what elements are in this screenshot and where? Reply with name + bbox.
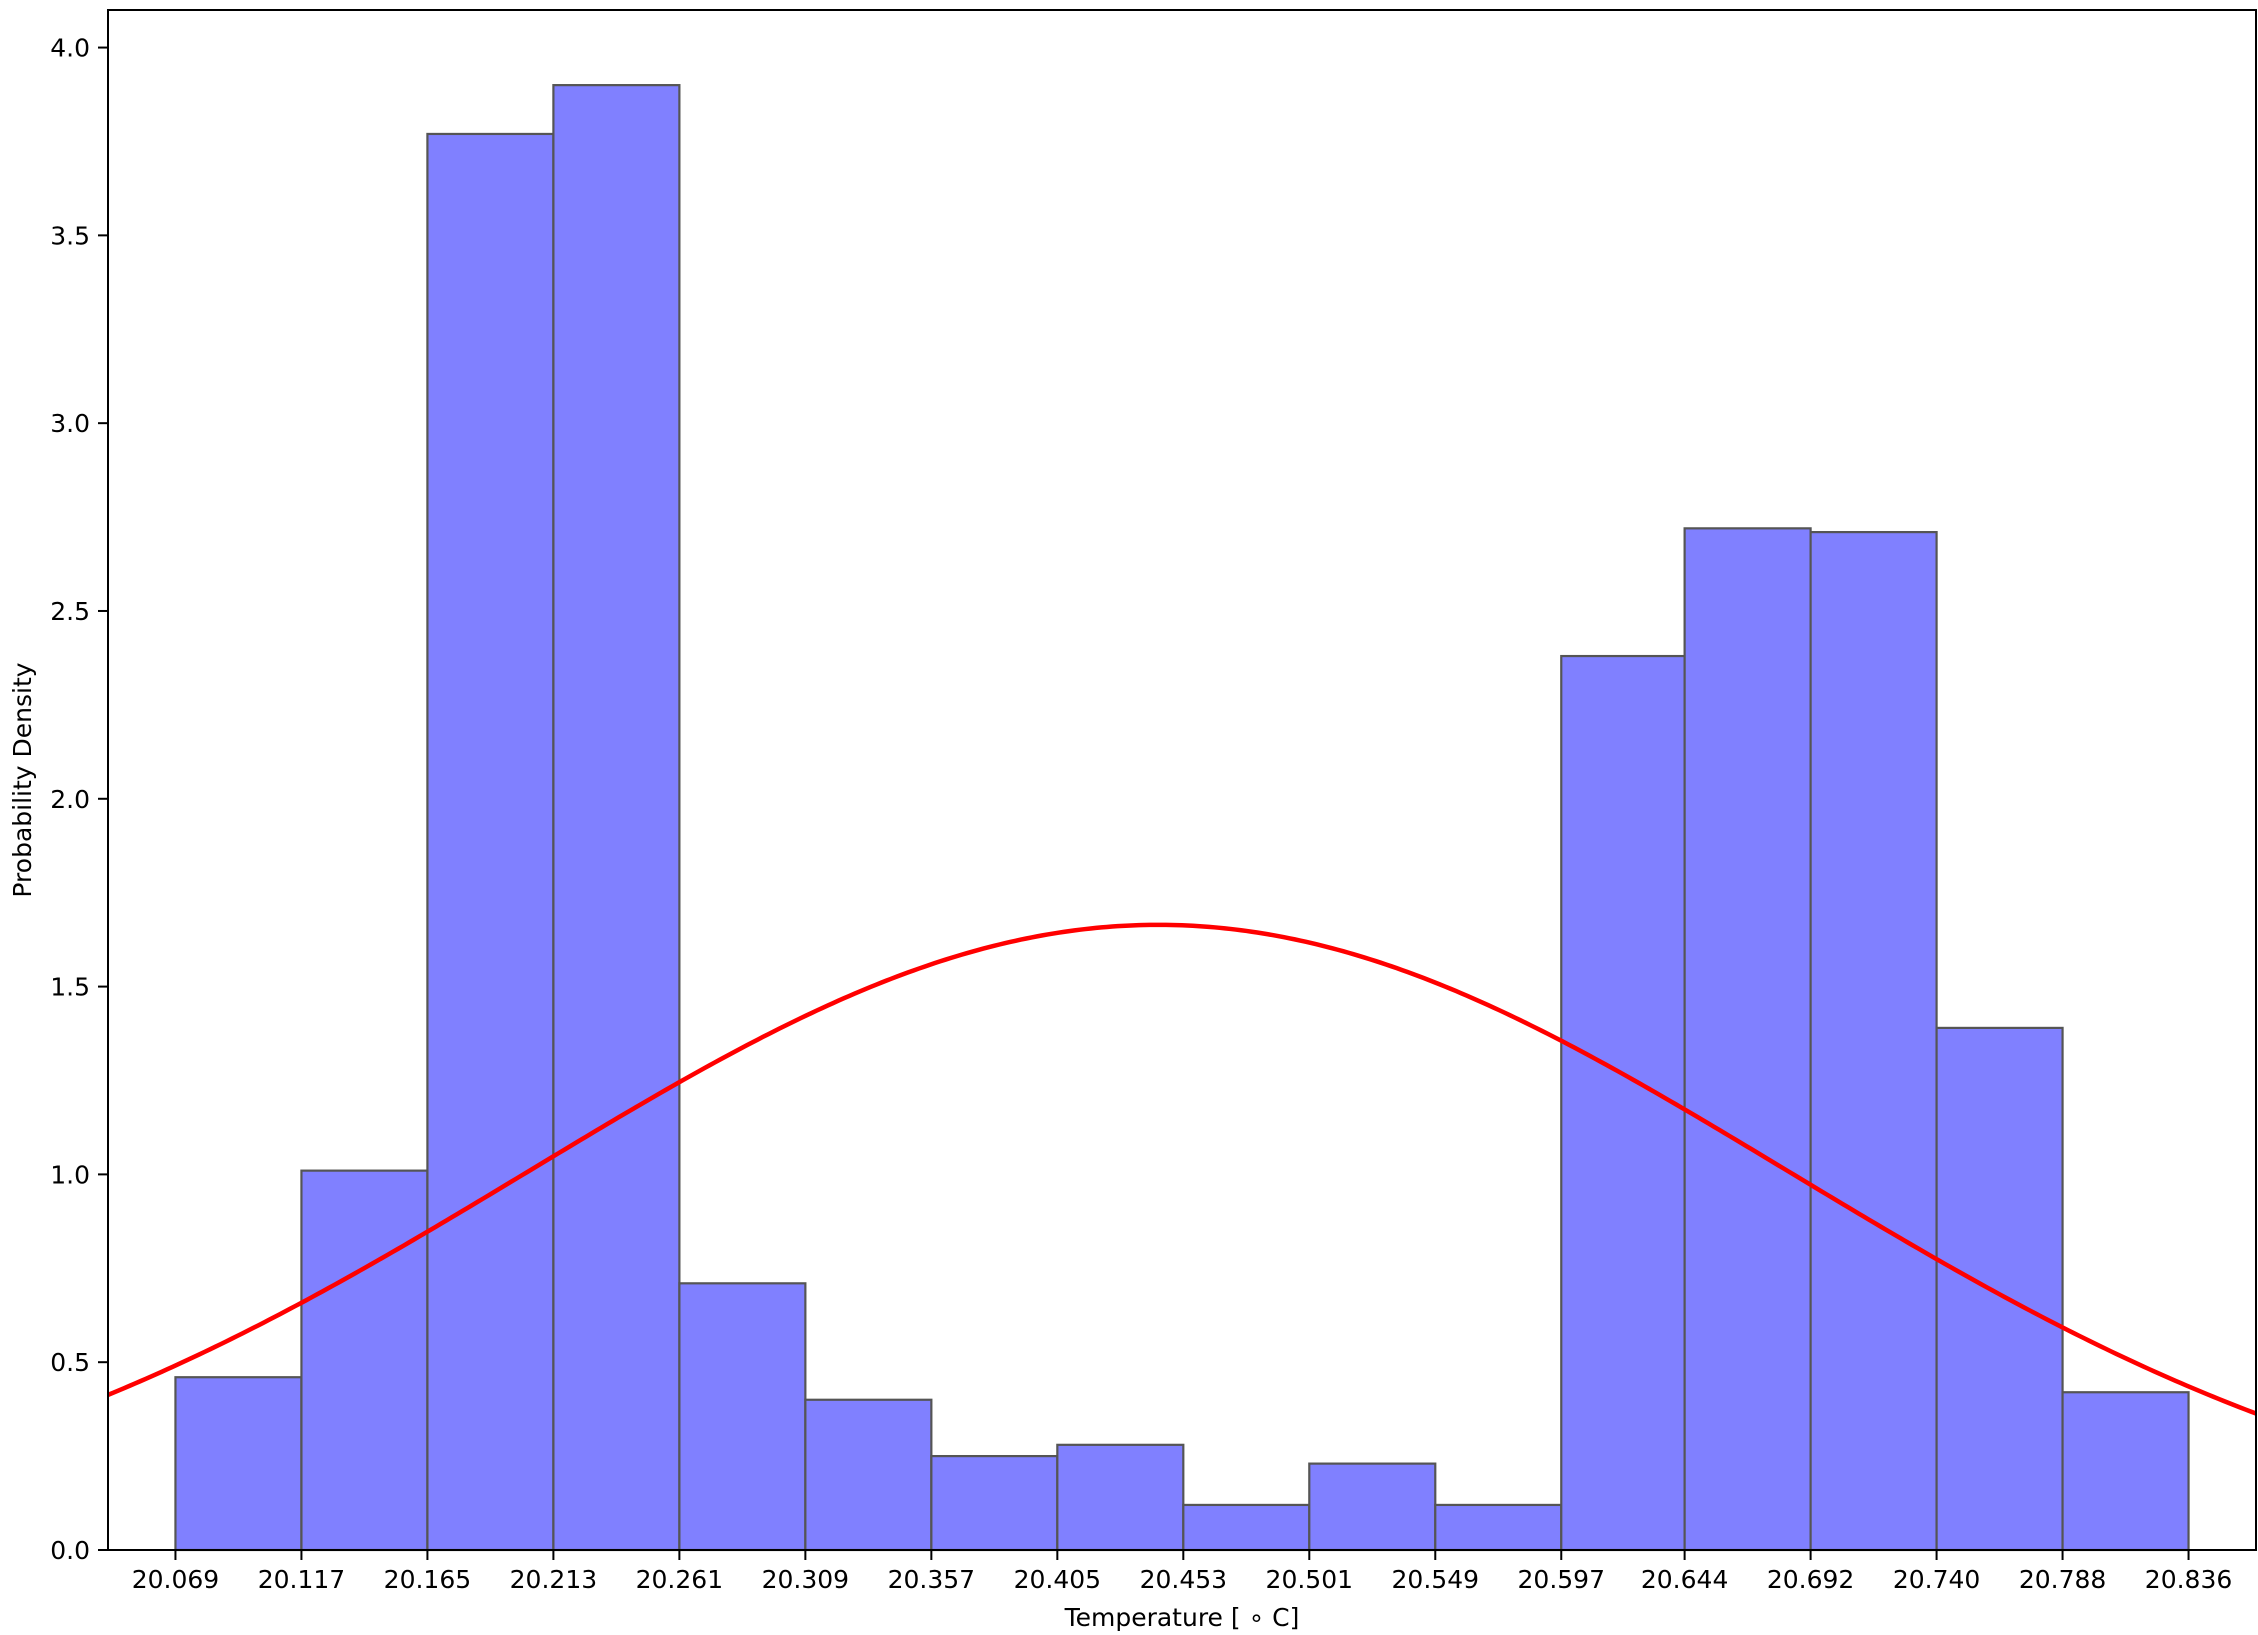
histogram-bar <box>1683 527 1812 1552</box>
histogram-bar <box>426 132 555 1552</box>
x-axis: 20.069 20.117 20.165 20.213 20.261 20.309 20.3… <box>132 1550 2232 1594</box>
x-tick-label: 20.549 <box>1392 1565 1479 1594</box>
x-tick-label: 20.261 <box>636 1565 723 1594</box>
histogram-bar <box>174 1376 303 1552</box>
y-tick-label: 4.0 <box>50 34 90 63</box>
x-tick-label: 20.405 <box>1014 1565 1101 1594</box>
histogram-bar <box>930 1454 1059 1552</box>
x-tick-label: 20.117 <box>258 1565 345 1594</box>
x-tick-label: 20.644 <box>1641 1565 1728 1594</box>
x-tick-label: 20.069 <box>132 1565 219 1594</box>
y-tick-label: 3.0 <box>50 409 90 438</box>
x-tick-label: 20.501 <box>1266 1565 1353 1594</box>
x-tick-label: 20.597 <box>1518 1565 1605 1594</box>
y-tick-label: 2.5 <box>50 597 90 626</box>
histogram-bar <box>1560 654 1686 1552</box>
histogram-bar <box>2061 1391 2190 1552</box>
y-axis: 0.0 0.5 1.0 1.5 2.0 2.5 3.0 3.5 4.0 <box>50 34 108 1565</box>
histogram-bar <box>1935 1026 2064 1552</box>
x-tick-label: 20.453 <box>1140 1565 1227 1594</box>
histogram-bar <box>552 84 681 1552</box>
histogram-bar <box>678 1282 807 1552</box>
histogram-bar <box>804 1398 933 1552</box>
x-tick-label: 20.165 <box>384 1565 471 1594</box>
histogram-bar <box>300 1169 429 1552</box>
histogram-bar <box>1434 1503 1563 1552</box>
y-tick-label: 0.0 <box>50 1536 90 1565</box>
histogram-bar <box>1182 1503 1311 1552</box>
x-tick-label: 20.692 <box>1767 1565 1854 1594</box>
y-tick-label: 1.0 <box>50 1160 90 1189</box>
x-axis-label: Temperature [ ∘ C] <box>1064 1603 1300 1632</box>
x-tick-label: 20.836 <box>2145 1565 2232 1594</box>
histogram-bar <box>1308 1462 1437 1552</box>
y-tick-label: 0.5 <box>50 1348 90 1377</box>
normal-fit-curve <box>107 922 2257 1416</box>
x-tick-label: 20.213 <box>510 1565 597 1594</box>
y-tick-label: 1.5 <box>50 973 90 1002</box>
x-tick-label: 20.740 <box>1893 1565 1980 1594</box>
y-tick-label: 2.0 <box>50 785 90 814</box>
bars-layer <box>174 84 2190 1552</box>
y-axis-label: Probability Density <box>8 662 37 897</box>
histogram-bar <box>1056 1443 1185 1552</box>
x-tick-label: 20.309 <box>762 1565 849 1594</box>
x-tick-label: 20.357 <box>888 1565 975 1594</box>
y-tick-label: 3.5 <box>50 221 90 250</box>
histogram-bar <box>1809 530 1938 1552</box>
x-tick-label: 20.788 <box>2019 1565 2106 1594</box>
plot-frame <box>107 9 2257 1551</box>
